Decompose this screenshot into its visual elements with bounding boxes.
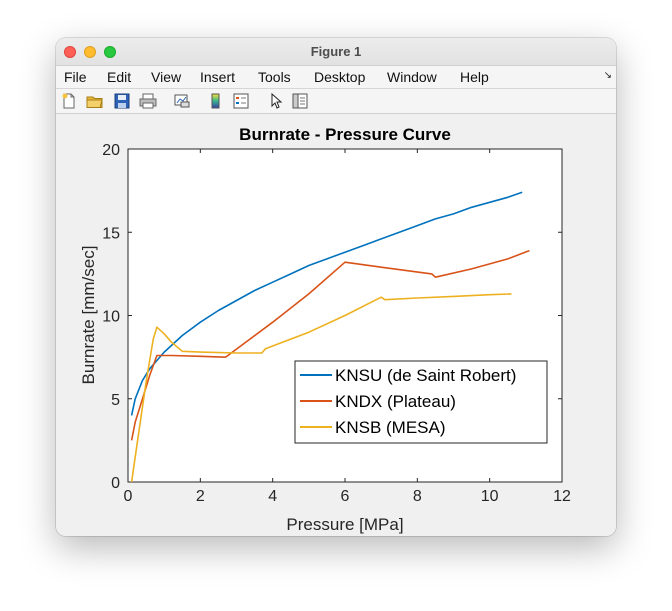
toolbar [56,89,616,114]
y-tick-label: 15 [102,225,120,242]
series-line-2 [130,293,512,483]
x-tick-label: 4 [268,488,277,505]
plot-lines [130,191,530,483]
y-axis-label: Burnrate [mm/sec] [79,246,98,385]
menu-window[interactable]: Window [387,69,437,85]
new-figure-icon[interactable] [60,92,78,110]
menu-tools[interactable]: Tools [258,69,291,85]
x-tick-label: 6 [341,488,350,505]
legend-label-2: KNSB (MESA) [335,418,446,437]
y-tick-label: 20 [102,142,120,159]
save-icon[interactable] [113,92,131,110]
zoom-window-button[interactable] [104,46,116,58]
menu-help[interactable]: Help [460,69,489,85]
y-axis-ticks: 0 5 10 15 20 [102,142,562,492]
x-tick-label: 0 [124,488,133,505]
title-bar[interactable]: Figure 1 [56,38,616,66]
x-tick-label: 2 [196,488,205,505]
menu-insert[interactable]: Insert [200,69,236,85]
menu-desktop[interactable]: Desktop [314,69,366,85]
minimize-window-button[interactable] [84,46,96,58]
close-window-button[interactable] [64,46,76,58]
figure-window: Figure 1 File Edit View Insert Tools Des… [56,38,616,536]
menu-view[interactable]: View [151,69,182,85]
figure-canvas[interactable]: Burnrate - Pressure Curve Pressure [MPa]… [56,114,616,536]
legend-label-1: KNDX (Plateau) [335,392,456,411]
chart[interactable]: Burnrate - Pressure Curve Pressure [MPa]… [56,114,616,536]
x-axis-ticks: 0 2 4 6 8 10 12 [124,149,571,505]
legend: KNSU (de Saint Robert) KNDX (Plateau) KNSB… [294,360,548,444]
property-inspector-icon[interactable] [291,92,309,110]
link-plot-icon[interactable] [173,92,191,110]
dock-figure-icon[interactable]: ↘ [603,70,612,81]
menu-edit[interactable]: Edit [107,69,132,85]
legend-box[interactable] [294,360,548,444]
x-axis-label: Pressure [MPa] [286,515,403,534]
insert-legend-icon[interactable] [232,92,250,110]
print-icon[interactable] [139,92,157,110]
chart-title: Burnrate - Pressure Curve [239,125,451,144]
series-line-0 [130,191,523,416]
y-tick-label: 10 [102,309,120,326]
x-tick-label: 12 [553,488,571,505]
menu-file[interactable]: File [64,69,87,85]
x-tick-label: 10 [481,488,499,505]
series-line-1 [130,249,530,441]
x-tick-label: 8 [413,488,422,505]
window-title: Figure 1 [310,44,362,59]
y-tick-label: 5 [111,392,120,409]
edit-plot-icon[interactable] [267,92,285,110]
menu-bar: File Edit View Insert Tools Desktop Wind… [56,66,616,89]
insert-colorbar-icon[interactable] [207,92,225,110]
legend-label-0: KNSU (de Saint Robert) [335,366,516,385]
y-tick-label: 0 [111,475,120,492]
open-file-icon[interactable] [86,92,104,110]
